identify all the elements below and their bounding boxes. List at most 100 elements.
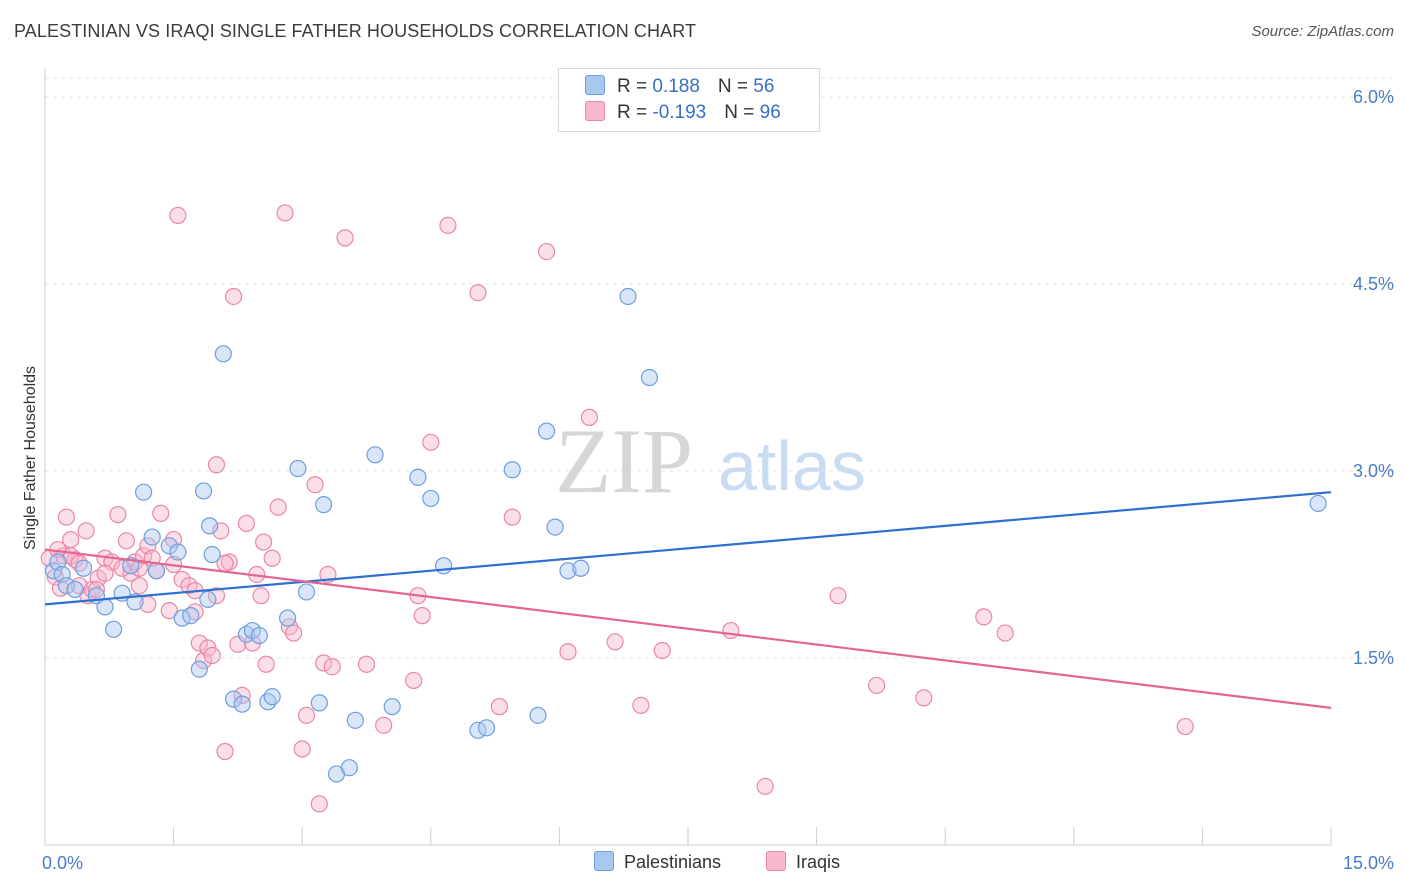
- data-point-iraqis: [490, 698, 508, 716]
- data-point-palestinians: [74, 559, 93, 577]
- data-point-palestinians: [383, 698, 401, 716]
- legend-n-label: N =: [717, 76, 754, 97]
- data-point-palestinians: [640, 368, 659, 387]
- data-point-iraqis: [413, 607, 431, 625]
- data-point-palestinians: [214, 345, 232, 363]
- y-tick-label: 4.5%: [1353, 274, 1394, 294]
- watermark: ZIP atlas: [555, 410, 866, 512]
- series-legend: Palestinians Iraqis: [0, 851, 1406, 879]
- data-point-palestinians: [409, 468, 427, 486]
- data-point-iraqis: [503, 508, 521, 526]
- data-point-iraqis: [306, 476, 324, 494]
- data-point-iraqis: [173, 570, 191, 589]
- data-point-iraqis: [537, 242, 556, 261]
- watermark-zip: ZIP: [555, 410, 693, 512]
- data-point-palestinians: [366, 446, 384, 464]
- data-point-palestinians: [1309, 494, 1327, 513]
- data-point-palestinians: [289, 459, 307, 478]
- data-point-palestinians: [203, 545, 221, 564]
- tick-labels: 1.5% 3.0% 4.5% 6.0% 0.0% 15.0%: [42, 87, 1394, 873]
- data-points: [40, 204, 1327, 813]
- data-point-palestinians: [529, 706, 547, 724]
- data-point-iraqis: [233, 686, 251, 705]
- data-point-iraqis: [722, 621, 740, 640]
- data-point-palestinians: [44, 562, 63, 580]
- data-point-iraqis: [96, 564, 114, 582]
- data-point-palestinians: [340, 759, 358, 777]
- data-point-palestinians: [572, 559, 590, 577]
- data-point-palestinians: [160, 537, 178, 555]
- data-point-palestinians: [477, 719, 496, 737]
- y-axis-label: Single Father Households: [22, 366, 39, 550]
- stats-legend: R = 0.188 N = 56 R = -0.193 N = 96: [558, 68, 820, 132]
- legend-label-palestinians: Palestinians: [624, 852, 722, 872]
- data-point-palestinians: [346, 711, 364, 729]
- data-point-iraqis: [336, 229, 354, 247]
- data-point-iraqis: [152, 504, 170, 522]
- legend-row-iraqis: R = -0.193 N = 96: [585, 101, 781, 127]
- data-point-palestinians: [546, 518, 564, 536]
- data-point-palestinians: [279, 609, 297, 627]
- data-point-iraqis: [915, 689, 933, 707]
- data-point-iraqis: [297, 706, 316, 724]
- x-tick-label: 15.0%: [1343, 853, 1394, 873]
- data-point-iraqis: [559, 643, 577, 661]
- data-point-iraqis: [293, 740, 311, 758]
- data-point-palestinians: [422, 489, 440, 508]
- legend-r-value: 0.188: [652, 76, 700, 97]
- legend-n-value: 96: [759, 102, 781, 123]
- legend-r-value: -0.193: [652, 102, 707, 123]
- data-point-iraqis: [252, 587, 270, 605]
- data-point-iraqis: [315, 654, 333, 672]
- data-point-palestinians: [182, 607, 200, 625]
- watermark-atlas: atlas: [718, 427, 866, 505]
- data-point-iraqis: [653, 641, 671, 660]
- data-point-iraqis: [469, 284, 487, 302]
- data-point-palestinians: [559, 562, 577, 580]
- y-tick-label: 3.0%: [1353, 461, 1394, 481]
- trend-line-palestinians: [44, 491, 1332, 606]
- data-point-iraqis: [87, 580, 106, 599]
- data-point-iraqis: [117, 532, 136, 550]
- data-point-iraqis: [212, 522, 230, 540]
- data-point-palestinians: [57, 577, 76, 595]
- data-point-palestinians: [225, 690, 243, 708]
- legend-item-iraqis[interactable]: Iraqis: [766, 851, 840, 873]
- data-point-palestinians: [122, 557, 140, 575]
- data-point-palestinians: [537, 422, 556, 440]
- data-point-iraqis: [975, 608, 993, 626]
- data-point-iraqis: [225, 287, 243, 306]
- data-point-palestinians: [619, 287, 637, 306]
- data-point-iraqis: [323, 658, 341, 676]
- legend-label-iraqis: Iraqis: [796, 852, 841, 872]
- data-point-iraqis: [77, 522, 95, 540]
- data-point-iraqis: [207, 456, 226, 474]
- data-point-iraqis: [405, 671, 423, 690]
- data-point-palestinians: [250, 626, 268, 645]
- data-point-palestinians: [143, 528, 161, 546]
- data-point-palestinians: [190, 660, 208, 678]
- data-point-iraqis: [109, 506, 127, 524]
- data-point-palestinians: [263, 688, 281, 706]
- data-point-iraqis: [269, 498, 287, 516]
- data-point-iraqis: [207, 587, 226, 605]
- data-point-palestinians: [201, 517, 219, 535]
- data-point-iraqis: [422, 433, 440, 451]
- data-point-iraqis: [169, 206, 187, 225]
- data-point-iraqis: [130, 577, 148, 595]
- data-point-iraqis: [57, 508, 76, 526]
- data-point-iraqis: [632, 696, 650, 714]
- legend-swatch-iraqis: [766, 851, 786, 871]
- data-point-palestinians: [233, 695, 251, 713]
- legend-item-palestinians[interactable]: Palestinians: [594, 851, 721, 873]
- legend-r-label: R =: [617, 76, 653, 97]
- legend-r-label: R =: [617, 102, 653, 123]
- data-point-palestinians: [147, 562, 166, 580]
- data-point-palestinians: [66, 580, 84, 599]
- data-point-palestinians: [53, 565, 71, 584]
- legend-row-palestinians: R = 0.188 N = 56: [585, 75, 774, 101]
- data-point-palestinians: [104, 620, 123, 638]
- axes: [44, 68, 1332, 846]
- legend-n-value: 56: [753, 76, 775, 97]
- data-point-iraqis: [160, 602, 178, 620]
